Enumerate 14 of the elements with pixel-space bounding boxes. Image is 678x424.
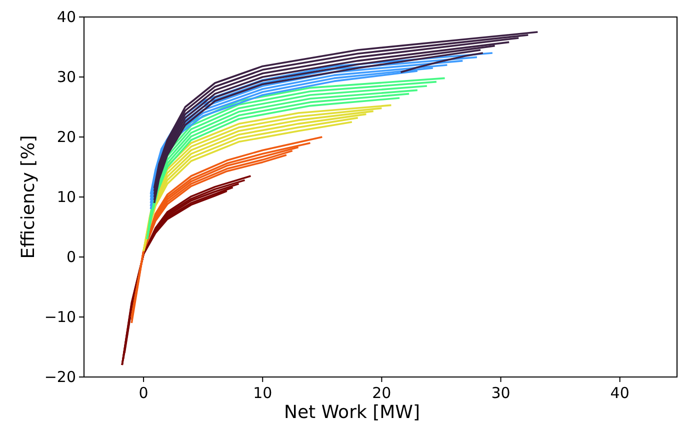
x-axis-title: Net Work [MW] (284, 402, 420, 423)
y-tick-label: 0 (66, 248, 76, 266)
y-tick-label: −20 (44, 368, 76, 386)
y-tick-label: 10 (56, 188, 76, 206)
x-tick-label: 40 (610, 384, 630, 402)
x-tick-label: 20 (372, 384, 392, 402)
y-tick-label: 40 (56, 8, 76, 26)
x-tick-label: 30 (491, 384, 510, 402)
y-tick-label: −10 (44, 308, 76, 326)
y-tick-label: 30 (56, 68, 76, 86)
x-tick-label: 0 (138, 384, 148, 402)
y-tick-label: 20 (56, 128, 76, 146)
y-axis-title: Efficiency [%] (18, 135, 39, 259)
x-tick-label: 10 (253, 384, 272, 402)
